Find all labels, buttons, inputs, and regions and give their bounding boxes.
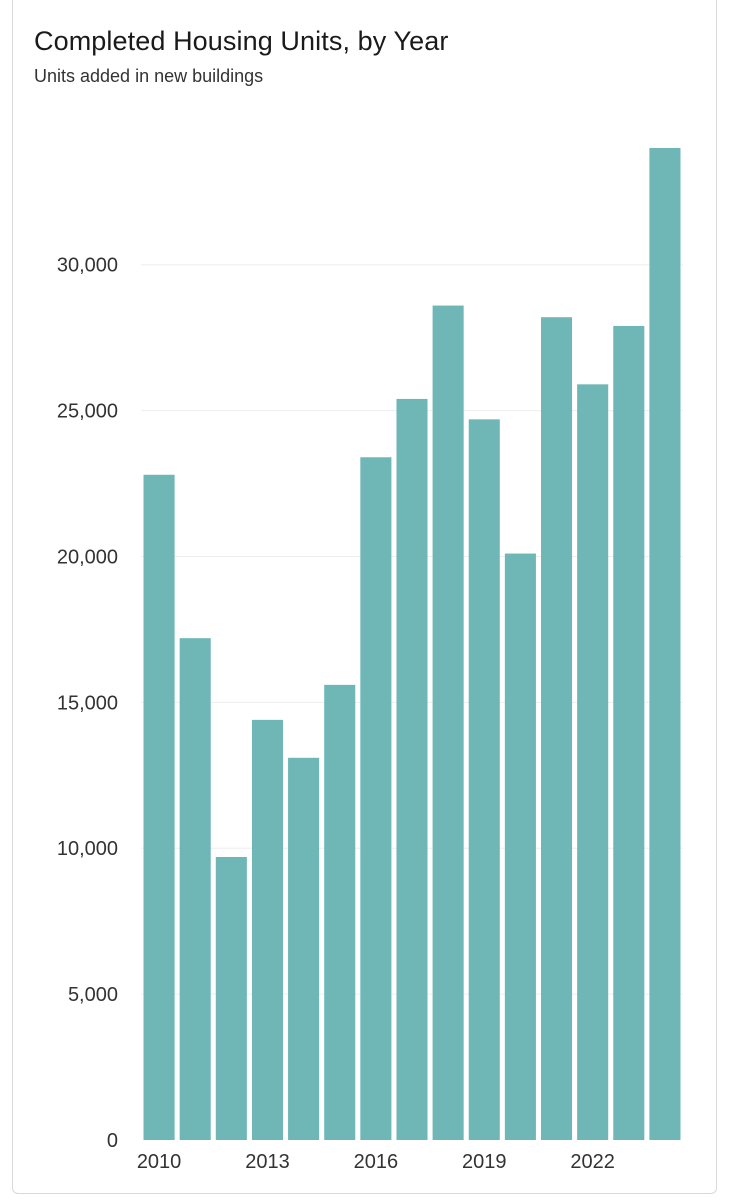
bar-2015 bbox=[324, 684, 356, 1140]
bar-2010 bbox=[143, 474, 175, 1140]
bar-2016 bbox=[360, 457, 392, 1140]
y-tick-label: 5,000 bbox=[68, 984, 118, 1006]
x-tick-label: 2013 bbox=[245, 1151, 290, 1173]
bars bbox=[143, 148, 681, 1141]
chart-frame bbox=[12, 0, 717, 1194]
y-tick-label: 15,000 bbox=[57, 692, 118, 714]
x-tick-label: 2022 bbox=[570, 1151, 615, 1173]
y-tick-label: 10,000 bbox=[57, 838, 118, 860]
chart-title: Completed Housing Units, by Year bbox=[34, 26, 449, 56]
y-tick-label: 0 bbox=[107, 1130, 118, 1152]
bar-2021 bbox=[541, 317, 573, 1141]
chart-subtitle: Units added in new buildings bbox=[34, 66, 264, 86]
x-tick-label: 2016 bbox=[354, 1151, 399, 1173]
x-tick-label: 2010 bbox=[137, 1151, 182, 1173]
bar-2018 bbox=[432, 305, 464, 1140]
bar-2014 bbox=[288, 757, 320, 1140]
bar-2022 bbox=[577, 384, 609, 1141]
bar-2024 bbox=[649, 148, 681, 1140]
bar-2011 bbox=[179, 638, 211, 1140]
bar-2020 bbox=[504, 553, 536, 1140]
bar-2013 bbox=[251, 719, 283, 1140]
y-tick-label: 25,000 bbox=[57, 401, 118, 423]
bar-2019 bbox=[468, 419, 500, 1141]
bar-2023 bbox=[613, 325, 645, 1141]
y-tick-label: 30,000 bbox=[57, 255, 118, 277]
y-axis-tick-labels: 0 5,000 10,000 15,000 20,000 25,000 30,000 bbox=[57, 255, 118, 1152]
y-tick-label: 20,000 bbox=[57, 546, 118, 568]
bar-2017 bbox=[396, 398, 428, 1140]
x-axis-tick-labels: 2010 2013 2016 2019 2022 bbox=[137, 1151, 615, 1173]
bar-2012 bbox=[215, 856, 247, 1140]
x-tick-label: 2019 bbox=[462, 1151, 507, 1173]
